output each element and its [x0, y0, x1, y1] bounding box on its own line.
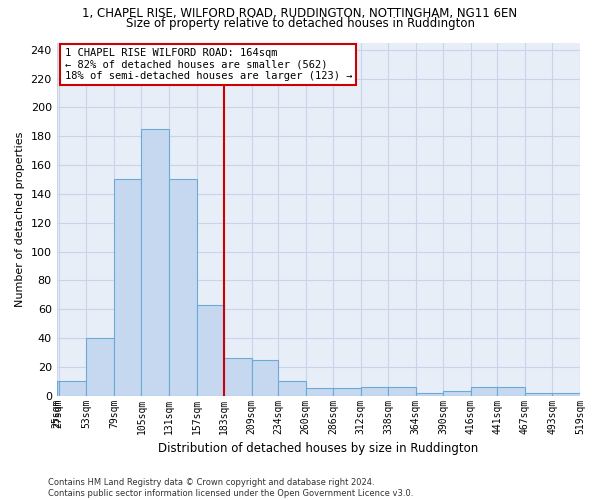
Bar [169, 180, 197, 396]
X-axis label: Distribution of detached houses by size in Ruddington: Distribution of detached houses by size … [158, 442, 478, 455]
Bar [224, 358, 251, 396]
Bar [86, 338, 114, 396]
Bar [114, 180, 142, 396]
Bar [278, 381, 305, 396]
Bar [388, 387, 416, 396]
Bar [443, 392, 471, 396]
Bar [416, 393, 443, 396]
Bar [525, 393, 553, 396]
Bar [197, 305, 224, 396]
Text: Contains HM Land Registry data © Crown copyright and database right 2024.
Contai: Contains HM Land Registry data © Crown c… [48, 478, 413, 498]
Bar [305, 388, 333, 396]
Bar [497, 387, 525, 396]
Bar [361, 387, 388, 396]
Bar [553, 393, 580, 396]
Bar [142, 129, 169, 396]
Bar [251, 360, 278, 396]
Text: 1 CHAPEL RISE WILFORD ROAD: 164sqm
← 82% of detached houses are smaller (562)
18: 1 CHAPEL RISE WILFORD ROAD: 164sqm ← 82%… [65, 48, 352, 81]
Bar [333, 388, 361, 396]
Text: Size of property relative to detached houses in Ruddington: Size of property relative to detached ho… [125, 18, 475, 30]
Y-axis label: Number of detached properties: Number of detached properties [15, 132, 25, 307]
Text: 1, CHAPEL RISE, WILFORD ROAD, RUDDINGTON, NOTTINGHAM, NG11 6EN: 1, CHAPEL RISE, WILFORD ROAD, RUDDINGTON… [82, 8, 518, 20]
Bar [471, 387, 497, 396]
Bar [59, 381, 86, 396]
Bar [56, 381, 59, 396]
